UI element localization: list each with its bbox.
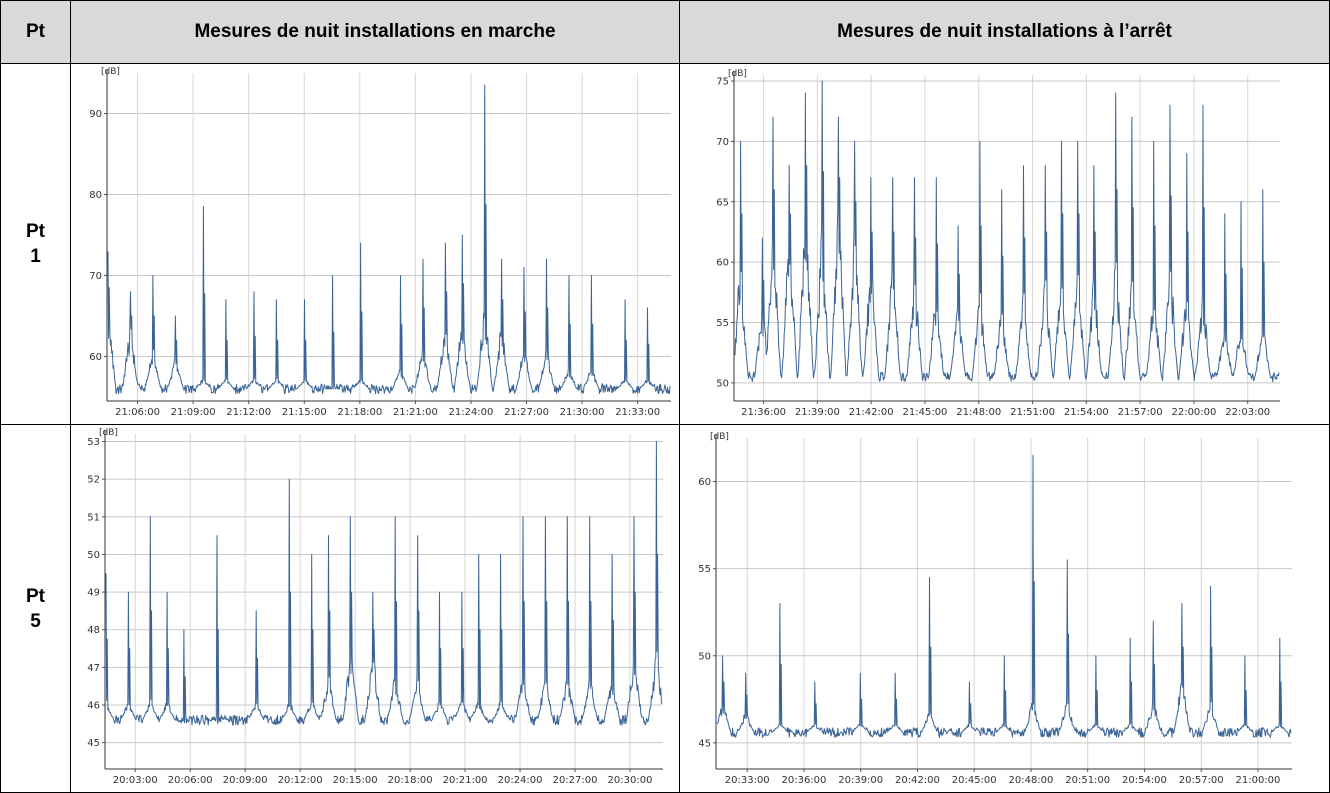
plot-area <box>105 434 663 769</box>
row-label-line1: Pt <box>26 585 45 607</box>
y-tick-label: 52 <box>87 475 100 486</box>
y-axis-unit: [dB] <box>101 67 120 77</box>
x-tick-label: 20:57:00 <box>1179 775 1224 786</box>
x-tick-label: 20:36:00 <box>781 775 826 786</box>
y-tick-label: 75 <box>716 77 729 88</box>
y-tick-label: 55 <box>716 318 729 329</box>
y-tick-label: 45 <box>87 738 100 749</box>
x-tick-label: 20:18:00 <box>388 775 433 786</box>
x-tick-label: 21:15:00 <box>282 407 327 418</box>
y-tick-label: 47 <box>87 663 100 674</box>
x-tick-label: 20:09:00 <box>223 775 268 786</box>
plot-area <box>734 75 1280 401</box>
y-tick-label: 50 <box>698 651 711 662</box>
y-tick-label: 80 <box>89 190 102 201</box>
y-axis-unit: [dB] <box>710 432 729 442</box>
chart-pt5-off: 20:33:00 20:36:00 20:39:00 20:42:00 20:45:00… <box>698 432 1292 786</box>
y-tick-label: 51 <box>87 512 100 523</box>
x-tick-label: 21:09:00 <box>171 407 216 418</box>
x-tick-label: 20:24:00 <box>498 775 543 786</box>
x-tick-label: 20:21:00 <box>443 775 488 786</box>
y-tick-label: 50 <box>716 378 729 389</box>
x-tick-label: 21:57:00 <box>1118 407 1163 418</box>
x-tick-label: 21:21:00 <box>393 407 438 418</box>
x-tick-label: 20:30:00 <box>608 775 653 786</box>
x-tick-label: 21:39:00 <box>795 407 840 418</box>
x-tick-label: 20:45:00 <box>952 775 997 786</box>
x-tick-label: 22:00:00 <box>1171 407 1216 418</box>
x-tick-label: 21:06:00 <box>115 407 160 418</box>
y-tick-label: 65 <box>716 197 729 208</box>
header-on: Mesures de nuit installations en marche <box>70 0 680 64</box>
x-tick-label: 21:18:00 <box>337 407 382 418</box>
x-tick-label: 21:33:00 <box>615 407 660 418</box>
x-tick-label: 20:03:00 <box>113 775 158 786</box>
x-tick-label: 21:45:00 <box>903 407 948 418</box>
chart-pt1-off: 21:36:00 21:39:00 21:42:00 21:45:00 21:48:00… <box>716 69 1280 418</box>
y-tick-label: 70 <box>716 137 729 148</box>
x-tick-label: 20:54:00 <box>1122 775 1167 786</box>
x-tick-label: 20:42:00 <box>895 775 940 786</box>
x-tick-label: 20:48:00 <box>1008 775 1053 786</box>
y-tick-label: 60 <box>89 352 102 363</box>
x-tick-label: 20:12:00 <box>278 775 323 786</box>
y-tick-label: 70 <box>89 271 102 282</box>
chart-pt5-on: 20:03:00 20:06:00 20:09:00 20:12:00 20:15:00… <box>87 428 663 786</box>
plot-area <box>107 73 671 401</box>
x-tick-label: 20:51:00 <box>1065 775 1110 786</box>
x-tick-label: 21:27:00 <box>504 407 549 418</box>
x-tick-label: 21:54:00 <box>1064 407 1109 418</box>
header-off: Mesures de nuit installations à l’arrêt <box>679 0 1330 64</box>
x-tick-label: 21:12:00 <box>226 407 271 418</box>
row-label-pt5: Pt 5 <box>0 424 71 793</box>
y-tick-label: 55 <box>698 564 711 575</box>
y-axis-unit: [dB] <box>728 69 747 79</box>
x-tick-label: 21:36:00 <box>741 407 786 418</box>
x-tick-label: 20:06:00 <box>168 775 213 786</box>
x-tick-label: 21:24:00 <box>448 407 493 418</box>
y-tick-label: 50 <box>87 550 100 561</box>
header-pt-label: Pt <box>26 21 45 42</box>
x-tick-label: 22:03:00 <box>1225 407 1270 418</box>
row-label-line2: 1 <box>30 246 41 267</box>
x-tick-label: 20:27:00 <box>553 775 598 786</box>
x-tick-label: 20:39:00 <box>838 775 883 786</box>
row-label-line2: 5 <box>30 610 41 632</box>
y-tick-label: 60 <box>698 477 711 488</box>
y-tick-label: 53 <box>87 437 100 448</box>
row-label-pt1: Pt 1 <box>0 63 71 425</box>
series-line <box>107 84 671 395</box>
row-label-line1: Pt <box>26 221 45 242</box>
header-off-label: Mesures de nuit installations à l’arrêt <box>837 21 1172 42</box>
header-pt: Pt <box>0 0 71 64</box>
y-tick-label: 46 <box>87 701 100 712</box>
series-line <box>105 441 663 726</box>
y-tick-label: 90 <box>89 109 102 120</box>
y-tick-label: 60 <box>716 258 729 269</box>
series-line <box>734 80 1280 383</box>
y-axis-unit: [dB] <box>99 428 118 438</box>
header-on-label: Mesures de nuit installations en marche <box>194 21 556 42</box>
chart-pt1-on: 21:06:00 21:09:00 21:12:00 21:15:00 21:18:00… <box>89 67 671 418</box>
y-tick-label: 49 <box>87 588 100 599</box>
series-line <box>716 454 1292 738</box>
x-tick-label: 21:42:00 <box>849 407 894 418</box>
x-tick-label: 21:00:00 <box>1235 775 1280 786</box>
y-tick-label: 45 <box>698 738 711 749</box>
x-tick-label: 21:30:00 <box>560 407 605 418</box>
y-tick-label: 48 <box>87 625 100 636</box>
x-tick-label: 21:51:00 <box>1010 407 1055 418</box>
x-tick-label: 20:33:00 <box>725 775 770 786</box>
x-tick-label: 20:15:00 <box>333 775 378 786</box>
x-tick-label: 21:48:00 <box>956 407 1001 418</box>
